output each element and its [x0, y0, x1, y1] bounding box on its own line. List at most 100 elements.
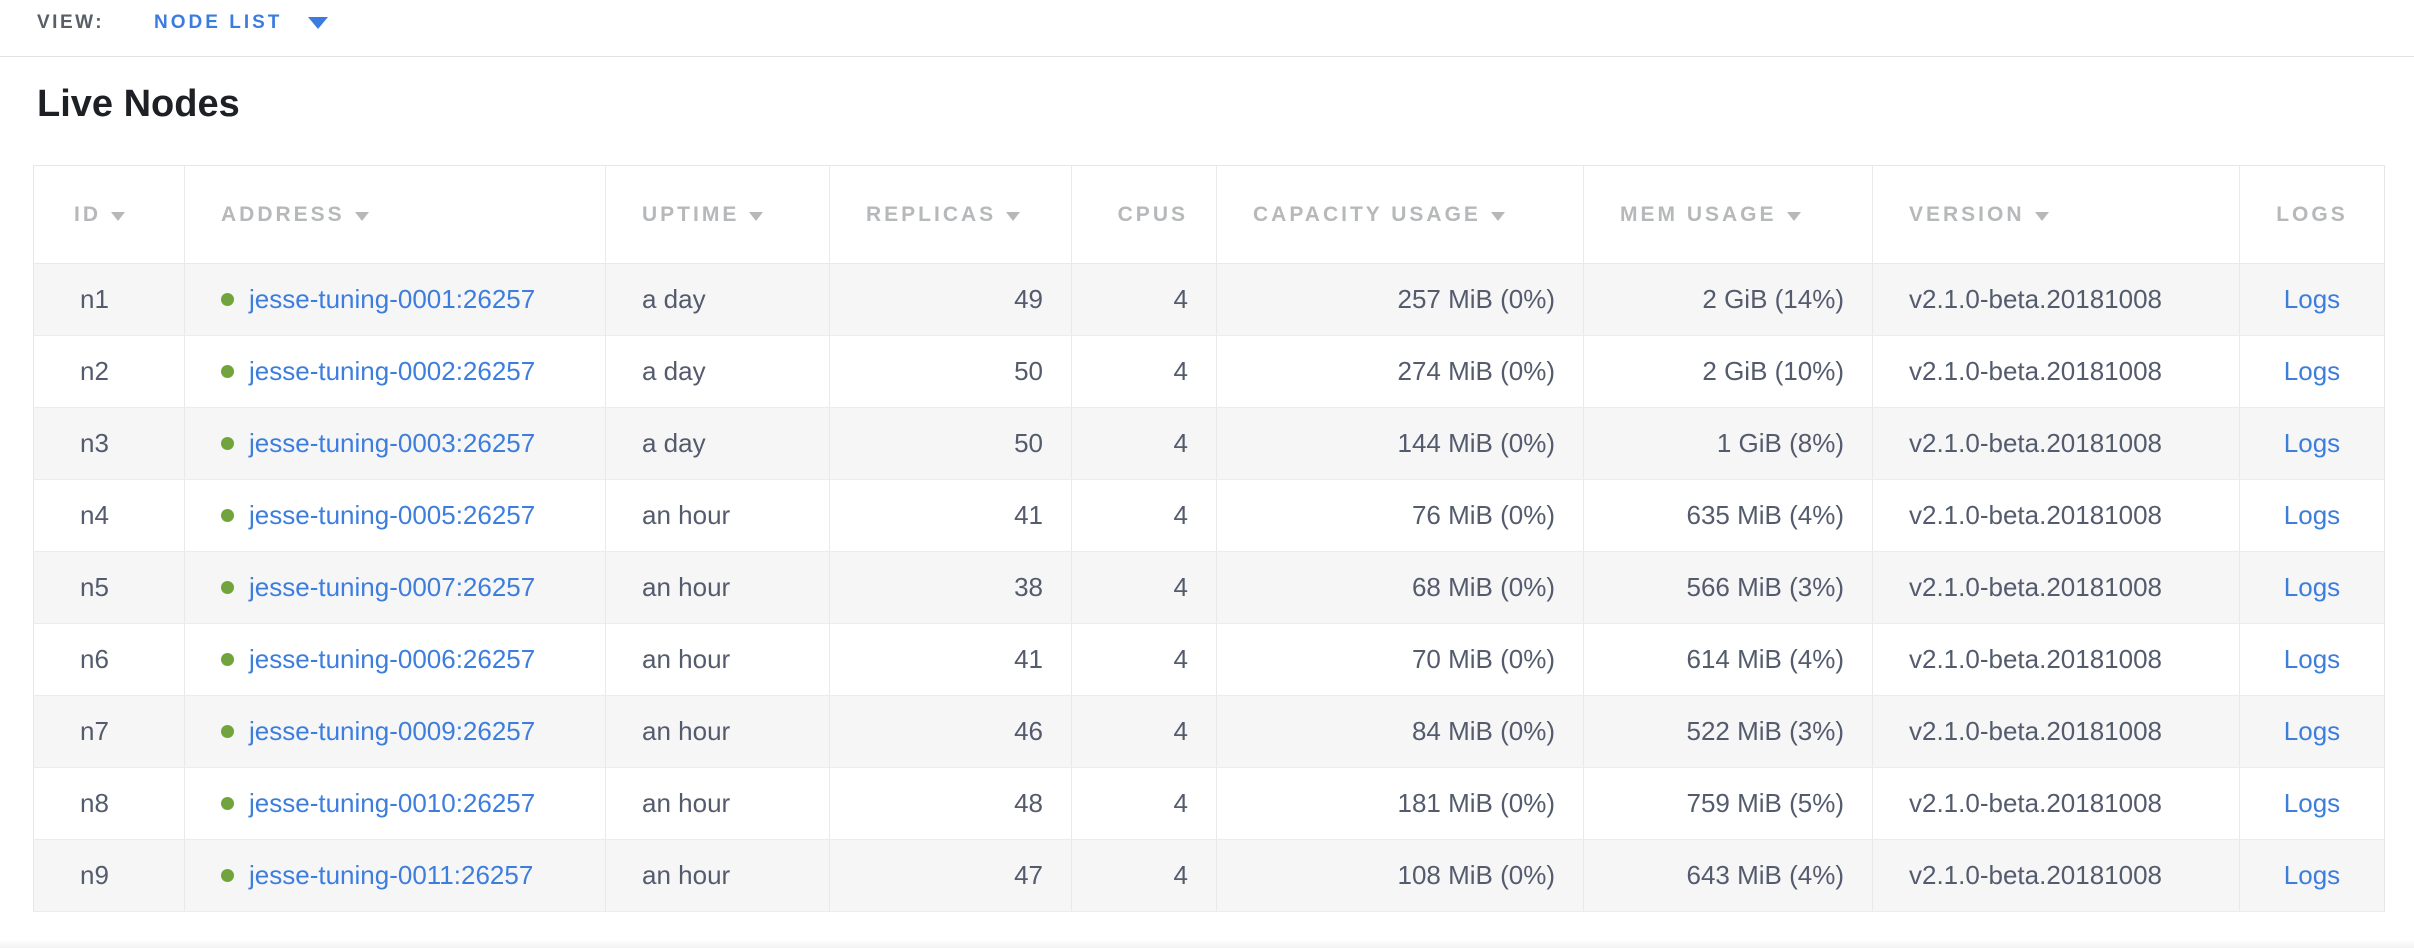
- node-logs-link[interactable]: Logs: [2283, 284, 2341, 314]
- node-logs-link[interactable]: Logs: [2283, 572, 2341, 602]
- table-row-n2: n2 jesse-tuning-0002:26257 a day 50 4 274 MiB…: [33, 335, 2385, 408]
- sort-desc-icon: [354, 211, 369, 221]
- node-logs-link[interactable]: Logs: [2283, 644, 2341, 674]
- live-nodes-table: ID ADDRESS UPTIME REPLICAS CPUS CAPACITY USAG…: [33, 165, 2385, 912]
- column-header-id[interactable]: ID: [33, 165, 185, 264]
- cell-replicas: 50: [829, 407, 1072, 480]
- column-header-label: LOGS: [2276, 202, 2348, 226]
- cell-value: 4: [1173, 572, 1188, 602]
- node-address-link[interactable]: jesse-tuning-0007:26257: [249, 572, 536, 602]
- cell-capacity: 274 MiB (0%): [1216, 335, 1584, 408]
- table-header-row: ID ADDRESS UPTIME REPLICAS CPUS CAPACITY USAG…: [33, 165, 2385, 264]
- cell-logs: Logs: [2239, 335, 2385, 408]
- node-address-link[interactable]: jesse-tuning-0010:26257: [249, 788, 536, 818]
- cell-value: 108 MiB (0%): [1397, 860, 1556, 890]
- column-header-version[interactable]: VERSION: [1872, 165, 2240, 264]
- cell-address: jesse-tuning-0007:26257: [184, 551, 606, 624]
- node-live-status-icon: [221, 725, 234, 738]
- cell-value: 41: [1014, 644, 1043, 674]
- table-row-n7: n7 jesse-tuning-0009:26257 an hour 46 4 84 Mi…: [33, 695, 2385, 768]
- cell-value: 4: [1173, 356, 1188, 386]
- node-logs-link[interactable]: Logs: [2283, 500, 2341, 530]
- sort-desc-icon: [1786, 211, 1801, 221]
- cell-capacity: 70 MiB (0%): [1216, 623, 1584, 696]
- table-row-n6: n6 jesse-tuning-0006:26257 an hour 41 4 70 Mi…: [33, 623, 2385, 696]
- cell-replicas: 41: [829, 479, 1072, 552]
- cell-value: 38: [1014, 572, 1043, 602]
- cell-uptime: an hour: [605, 695, 830, 768]
- column-header-address[interactable]: ADDRESS: [184, 165, 606, 264]
- node-logs-link[interactable]: Logs: [2283, 356, 2341, 386]
- column-header-logs: LOGS: [2239, 165, 2385, 264]
- node-live-status-icon: [221, 509, 234, 522]
- cell-id: n7: [33, 695, 185, 768]
- cell-value: v2.1.0-beta.20181008: [1909, 644, 2162, 674]
- cell-value: v2.1.0-beta.20181008: [1909, 428, 2162, 458]
- cell-cpus: 4: [1071, 551, 1217, 624]
- cell-version: v2.1.0-beta.20181008: [1872, 551, 2240, 624]
- cell-uptime: an hour: [605, 479, 830, 552]
- cell-value: a day: [642, 428, 706, 458]
- column-header-mem[interactable]: MEM USAGE: [1583, 165, 1873, 264]
- cell-address: jesse-tuning-0001:26257: [184, 263, 606, 336]
- node-address-link[interactable]: jesse-tuning-0002:26257: [249, 356, 536, 386]
- cell-address: jesse-tuning-0010:26257: [184, 767, 606, 840]
- cell-value: v2.1.0-beta.20181008: [1909, 788, 2162, 818]
- column-header-label: REPLICAS: [866, 202, 997, 226]
- column-header-label: VERSION: [1909, 202, 2025, 226]
- column-header-uptime[interactable]: UPTIME: [605, 165, 830, 264]
- cell-capacity: 76 MiB (0%): [1216, 479, 1584, 552]
- cell-value: a day: [642, 356, 706, 386]
- cell-replicas: 48: [829, 767, 1072, 840]
- view-bar: VIEW: NODE LIST: [0, 0, 2414, 57]
- node-logs-link[interactable]: Logs: [2283, 428, 2341, 458]
- node-address-link[interactable]: jesse-tuning-0003:26257: [249, 428, 536, 458]
- cell-address: jesse-tuning-0003:26257: [184, 407, 606, 480]
- column-header-label: CAPACITY USAGE: [1253, 202, 1481, 226]
- cell-replicas: 41: [829, 623, 1072, 696]
- cell-address: jesse-tuning-0002:26257: [184, 335, 606, 408]
- cell-value: v2.1.0-beta.20181008: [1909, 284, 2162, 314]
- cell-version: v2.1.0-beta.20181008: [1872, 335, 2240, 408]
- cell-cpus: 4: [1071, 407, 1217, 480]
- table-row-n5: n5 jesse-tuning-0007:26257 an hour 38 4 68 Mi…: [33, 551, 2385, 624]
- cell-cpus: 4: [1071, 479, 1217, 552]
- cell-value: 2 GiB (14%): [1702, 284, 1844, 314]
- node-address-link[interactable]: jesse-tuning-0005:26257: [249, 500, 536, 530]
- node-logs-link[interactable]: Logs: [2283, 860, 2341, 890]
- cell-value: v2.1.0-beta.20181008: [1909, 500, 2162, 530]
- cell-value: 257 MiB (0%): [1397, 284, 1556, 314]
- chevron-down-icon: [308, 17, 329, 29]
- table-row-n4: n4 jesse-tuning-0005:26257 an hour 41 4 76 Mi…: [33, 479, 2385, 552]
- column-header-capacity[interactable]: CAPACITY USAGE: [1216, 165, 1584, 264]
- cell-value: n8: [80, 788, 109, 818]
- cell-address: jesse-tuning-0006:26257: [184, 623, 606, 696]
- cell-cpus: 4: [1071, 335, 1217, 408]
- cell-value: n4: [80, 500, 109, 530]
- cell-value: 2 GiB (10%): [1702, 356, 1844, 386]
- cell-uptime: a day: [605, 407, 830, 480]
- cell-id: n5: [33, 551, 185, 624]
- cell-mem: 566 MiB (3%): [1583, 551, 1873, 624]
- node-address-link[interactable]: jesse-tuning-0009:26257: [249, 716, 536, 746]
- cell-value: 48: [1014, 788, 1043, 818]
- cell-mem: 759 MiB (5%): [1583, 767, 1873, 840]
- cell-value: v2.1.0-beta.20181008: [1909, 572, 2162, 602]
- column-header-replicas[interactable]: REPLICAS: [829, 165, 1072, 264]
- node-address-link[interactable]: jesse-tuning-0006:26257: [249, 644, 536, 674]
- cell-value: an hour: [642, 500, 731, 530]
- node-address-link[interactable]: jesse-tuning-0011:26257: [249, 860, 534, 890]
- cell-value: v2.1.0-beta.20181008: [1909, 716, 2162, 746]
- cell-value: n9: [80, 860, 109, 890]
- node-address-link[interactable]: jesse-tuning-0001:26257: [249, 284, 536, 314]
- node-logs-link[interactable]: Logs: [2283, 788, 2341, 818]
- cell-value: 50: [1014, 356, 1043, 386]
- node-logs-link[interactable]: Logs: [2283, 716, 2341, 746]
- cell-value: n7: [80, 716, 109, 746]
- node-live-status-icon: [221, 797, 234, 810]
- sort-desc-icon: [111, 211, 125, 221]
- view-selector[interactable]: NODE LIST: [154, 12, 329, 34]
- cell-address: jesse-tuning-0009:26257: [184, 695, 606, 768]
- cell-logs: Logs: [2239, 479, 2385, 552]
- cell-value: 759 MiB (5%): [1686, 788, 1845, 818]
